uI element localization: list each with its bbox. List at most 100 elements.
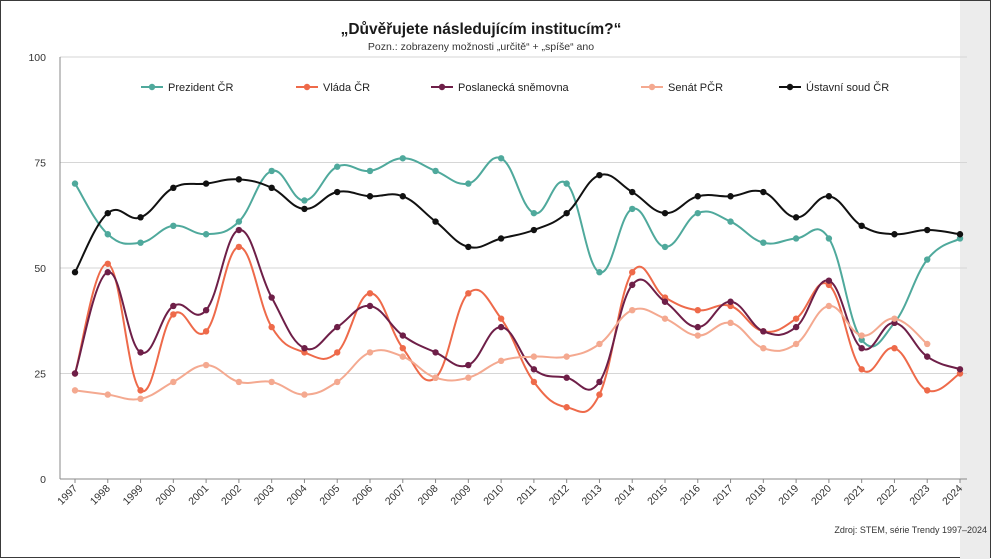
- legend-label: Prezident ČR: [168, 81, 233, 94]
- data-point: [924, 256, 931, 263]
- data-point: [563, 374, 570, 381]
- data-point: [563, 353, 570, 360]
- data-point: [301, 391, 308, 398]
- data-point: [137, 349, 144, 356]
- data-point: [530, 353, 538, 360]
- data-point: [727, 193, 734, 200]
- x-tick-label: 1999: [121, 483, 146, 508]
- data-point: [465, 374, 472, 381]
- legend-item-1: Vláda ČR: [296, 81, 370, 94]
- series-2: [71, 226, 964, 391]
- x-tick-label: 2022: [875, 483, 900, 508]
- series-3: [71, 302, 931, 403]
- data-point: [432, 167, 439, 175]
- data-point: [366, 302, 374, 310]
- data-point: [760, 239, 767, 246]
- data-point: [694, 209, 701, 217]
- data-point: [399, 353, 406, 360]
- y-tick-label: 100: [28, 52, 46, 64]
- data-point: [497, 155, 505, 162]
- data-point: [563, 180, 570, 187]
- data-point: [694, 307, 701, 314]
- data-point: [137, 214, 144, 221]
- data-point: [661, 209, 669, 217]
- legend-item-4: Ústavní soud ČR: [779, 81, 889, 94]
- data-point: [104, 209, 111, 217]
- data-point: [268, 184, 275, 192]
- data-point: [202, 307, 210, 314]
- data-point: [629, 205, 636, 213]
- data-point: [694, 332, 701, 339]
- legend-swatch-marker: [786, 83, 794, 91]
- x-tick-label: 2018: [743, 483, 768, 508]
- x-tick-label: 2024: [940, 483, 965, 508]
- data-point: [71, 269, 79, 276]
- data-point: [268, 323, 275, 331]
- data-point: [170, 302, 177, 310]
- data-point: [924, 353, 931, 360]
- data-point: [497, 357, 505, 365]
- data-point: [825, 277, 833, 284]
- data-point: [629, 188, 636, 196]
- data-point: [924, 387, 931, 394]
- x-tick-label: 2006: [350, 483, 375, 508]
- legend: Prezident ČR Vláda ČR Poslanecká sněmovna S…: [141, 81, 889, 94]
- data-point: [858, 344, 865, 352]
- data-point: [825, 235, 833, 242]
- x-tick-label: 2015: [645, 483, 670, 508]
- data-point: [104, 391, 111, 398]
- data-point: [760, 328, 767, 335]
- x-tick-label: 2014: [612, 483, 637, 508]
- data-point: [596, 171, 603, 179]
- data-point: [235, 218, 243, 225]
- data-point: [268, 167, 275, 175]
- series-1: [71, 243, 964, 414]
- data-point: [727, 319, 734, 327]
- x-tick-label: 2017: [711, 483, 736, 508]
- x-tick-label: 2003: [252, 483, 277, 508]
- legend-item-3: Senát PČR: [641, 81, 723, 94]
- data-point: [334, 163, 341, 170]
- legend-label: Vláda ČR: [323, 81, 370, 94]
- legend-item-2: Poslanecká sněmovna: [431, 82, 570, 94]
- x-tick-label: 2001: [186, 483, 211, 508]
- data-point: [170, 311, 177, 318]
- data-point: [891, 315, 898, 322]
- data-point: [104, 269, 111, 276]
- data-point: [497, 315, 505, 322]
- data-point: [629, 307, 636, 314]
- data-point: [924, 340, 931, 348]
- data-point: [399, 155, 406, 162]
- data-point: [202, 328, 210, 335]
- x-tick-label: 2023: [907, 483, 932, 508]
- data-point: [497, 323, 505, 331]
- data-point: [727, 218, 734, 225]
- data-point: [661, 298, 669, 305]
- data-point: [268, 378, 275, 386]
- data-point: [465, 361, 472, 369]
- legend-item-0: Prezident ČR: [141, 81, 233, 94]
- data-point: [104, 231, 111, 238]
- legend-label: Ústavní soud ČR: [806, 81, 889, 94]
- data-point: [334, 323, 341, 331]
- y-tick-label: 0: [40, 474, 46, 486]
- data-point: [530, 209, 538, 217]
- y-tick-label: 25: [34, 369, 46, 381]
- source-note: Zdroj: STEM, série Trendy 1997–2024: [834, 525, 987, 535]
- data-point: [792, 214, 800, 221]
- legend-swatch-marker: [148, 83, 156, 91]
- data-point: [137, 239, 144, 246]
- x-tick-label: 2000: [153, 483, 178, 508]
- y-tick-label: 50: [34, 263, 46, 275]
- data-point: [563, 209, 570, 217]
- data-point: [956, 366, 964, 373]
- data-point: [137, 395, 144, 403]
- x-tick-label: 2009: [448, 483, 473, 508]
- data-point: [334, 188, 341, 196]
- x-tick-label: 2011: [515, 483, 540, 508]
- data-point: [71, 370, 79, 377]
- data-point: [137, 387, 144, 394]
- data-point: [760, 344, 767, 352]
- data-point: [268, 294, 275, 301]
